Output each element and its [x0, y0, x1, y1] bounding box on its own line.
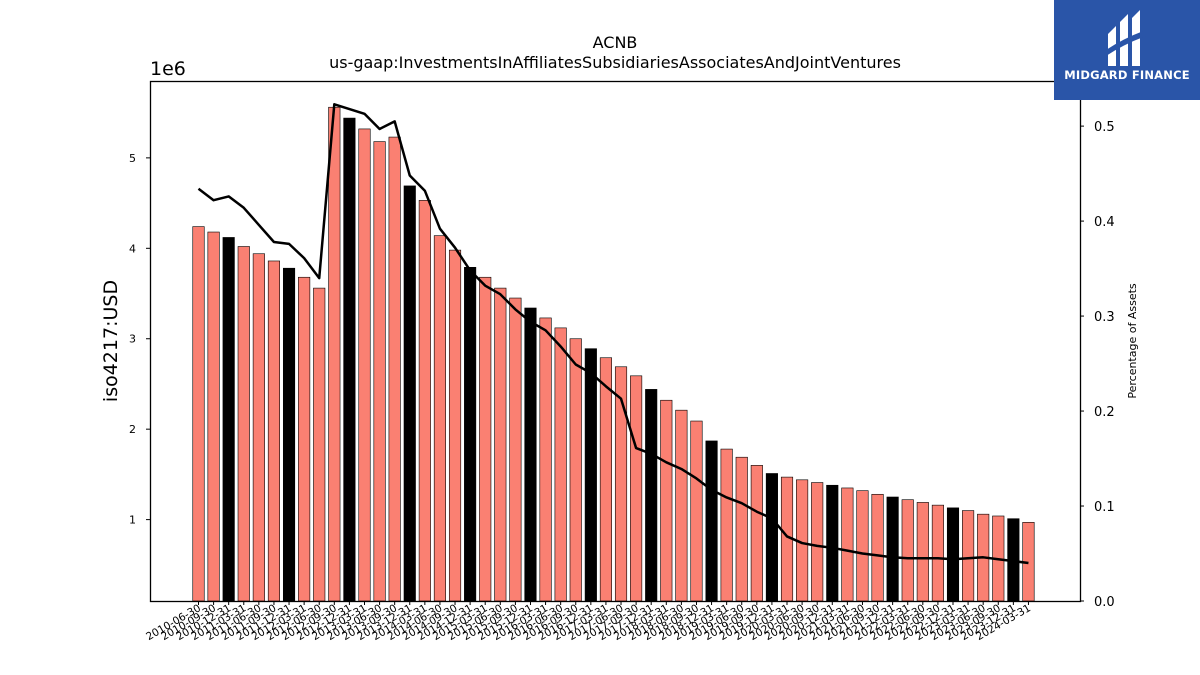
- bar: [962, 510, 975, 602]
- bar: [675, 409, 688, 602]
- bar: [313, 287, 326, 602]
- bar: [735, 456, 748, 602]
- bar: [826, 484, 839, 602]
- bar: [720, 448, 733, 602]
- bar: [448, 249, 462, 602]
- bar: [901, 499, 914, 602]
- midgard-logo-icon: [1106, 10, 1146, 66]
- y-multiplier-label: 1e6: [150, 58, 186, 80]
- bar: [554, 327, 567, 602]
- bar: [524, 307, 537, 602]
- bar: [946, 507, 960, 602]
- percentage-line: [197, 103, 1029, 565]
- bar: [282, 267, 296, 602]
- bar: [373, 141, 386, 602]
- bar: [705, 440, 718, 602]
- brand-logo: MIDGARD FINANCE: [1054, 0, 1200, 100]
- bar: [328, 106, 341, 602]
- bar: [237, 246, 250, 602]
- bar: [298, 276, 311, 602]
- y2-tick-label: 0.0: [1094, 595, 1115, 610]
- bar: [584, 348, 597, 602]
- y-tick-label: 1: [129, 514, 136, 527]
- bar: [841, 487, 854, 602]
- bar: [464, 266, 477, 602]
- bar: [207, 231, 220, 602]
- y-tick-label: 4: [129, 242, 136, 255]
- plot-frame: [149, 80, 1082, 603]
- bar: [388, 136, 401, 602]
- bar: [660, 399, 673, 602]
- bar: [509, 297, 522, 602]
- y-tick-label: 5: [129, 152, 136, 165]
- bar: [690, 420, 703, 602]
- y2-tick-label: 0.1: [1094, 500, 1115, 515]
- bar: [343, 117, 356, 602]
- y-tick-label: 2: [129, 423, 136, 436]
- y-axis-label: iso4217:USD: [100, 280, 122, 402]
- bar: [931, 504, 944, 602]
- bar: [630, 375, 643, 602]
- bar: [479, 276, 492, 602]
- bar: [811, 482, 824, 602]
- bar: [750, 465, 763, 602]
- bar: [494, 287, 507, 602]
- bar: [192, 226, 205, 602]
- brand-name: MIDGARD FINANCE: [1064, 68, 1190, 82]
- bar: [222, 237, 235, 602]
- y2-axis-label: Percentage of Assets: [1126, 283, 1139, 399]
- bar: [403, 185, 416, 602]
- bar: [433, 235, 446, 602]
- chart-title: ACNB: [593, 33, 638, 52]
- bar: [539, 317, 552, 602]
- y-tick-label: 3: [129, 333, 136, 346]
- chart-subtitle: us-gaap:InvestmentsInAffiliatesSubsidiar…: [329, 53, 901, 72]
- y2-tick-label: 0.2: [1094, 405, 1115, 420]
- y2-tick-label: 0.3: [1094, 310, 1115, 325]
- bar: [765, 473, 778, 602]
- bar: [599, 357, 612, 602]
- bar: [856, 490, 869, 602]
- bar: [569, 338, 582, 602]
- bar: [252, 253, 265, 602]
- bar: [871, 493, 884, 602]
- bar: [418, 200, 431, 602]
- y2-tick-label: 0.5: [1094, 120, 1115, 135]
- y2-tick-label: 0.4: [1094, 215, 1115, 230]
- bar: [886, 496, 899, 602]
- bar: [916, 502, 929, 602]
- bar: [358, 128, 371, 602]
- bar: [645, 389, 658, 602]
- bar: [267, 260, 281, 602]
